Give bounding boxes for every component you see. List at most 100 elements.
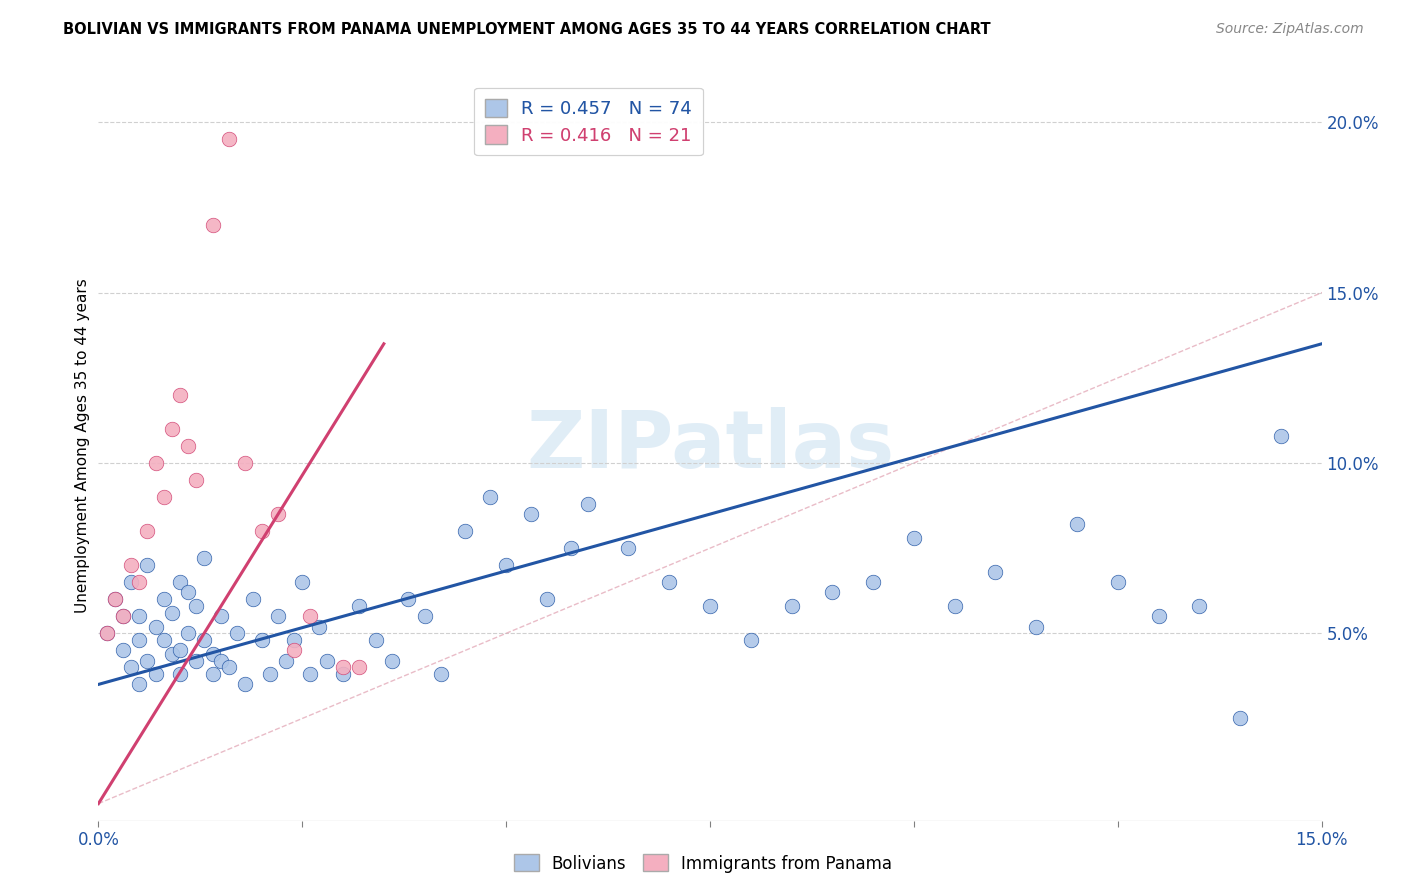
Point bbox=[780, 599, 803, 613]
Point bbox=[226, 626, 249, 640]
Point bbox=[315, 654, 337, 668]
Point bbox=[740, 633, 762, 648]
Point bbox=[111, 609, 134, 624]
Point bbox=[349, 599, 371, 613]
Point bbox=[658, 575, 681, 590]
Point bbox=[1066, 517, 1088, 532]
Point bbox=[209, 609, 232, 624]
Point bbox=[160, 647, 183, 661]
Point bbox=[145, 619, 167, 633]
Point bbox=[193, 551, 215, 566]
Point bbox=[283, 633, 305, 648]
Point bbox=[308, 619, 330, 633]
Point bbox=[136, 524, 159, 538]
Point bbox=[242, 592, 264, 607]
Point bbox=[128, 609, 150, 624]
Point bbox=[250, 633, 273, 648]
Point bbox=[1188, 599, 1211, 613]
Point bbox=[478, 490, 501, 504]
Point bbox=[332, 660, 354, 674]
Point bbox=[177, 585, 200, 599]
Point bbox=[104, 592, 127, 607]
Point bbox=[364, 633, 387, 648]
Point bbox=[96, 626, 118, 640]
Point bbox=[274, 654, 297, 668]
Point bbox=[454, 524, 477, 538]
Y-axis label: Unemployment Among Ages 35 to 44 years: Unemployment Among Ages 35 to 44 years bbox=[75, 278, 90, 614]
Point bbox=[332, 667, 354, 681]
Text: Source: ZipAtlas.com: Source: ZipAtlas.com bbox=[1216, 22, 1364, 37]
Point bbox=[1107, 575, 1129, 590]
Point bbox=[1270, 429, 1292, 443]
Point bbox=[169, 388, 191, 402]
Point bbox=[169, 643, 191, 657]
Point bbox=[201, 218, 224, 232]
Point bbox=[104, 592, 127, 607]
Point bbox=[111, 609, 134, 624]
Point bbox=[536, 592, 558, 607]
Point bbox=[233, 456, 256, 470]
Point bbox=[193, 633, 215, 648]
Point bbox=[430, 667, 453, 681]
Point bbox=[299, 667, 322, 681]
Point bbox=[903, 531, 925, 545]
Point bbox=[821, 585, 844, 599]
Point bbox=[576, 497, 599, 511]
Text: BOLIVIAN VS IMMIGRANTS FROM PANAMA UNEMPLOYMENT AMONG AGES 35 TO 44 YEARS CORREL: BOLIVIAN VS IMMIGRANTS FROM PANAMA UNEMP… bbox=[63, 22, 991, 37]
Point bbox=[267, 609, 290, 624]
Point bbox=[984, 565, 1007, 579]
Point bbox=[267, 507, 290, 521]
Point bbox=[145, 456, 167, 470]
Point bbox=[152, 592, 174, 607]
Point bbox=[160, 606, 183, 620]
Point bbox=[349, 660, 371, 674]
Legend: R = 0.457   N = 74, R = 0.416   N = 21: R = 0.457 N = 74, R = 0.416 N = 21 bbox=[474, 88, 703, 155]
Text: ZIPatlas: ZIPatlas bbox=[526, 407, 894, 485]
Point bbox=[169, 575, 191, 590]
Point bbox=[519, 507, 541, 521]
Point bbox=[699, 599, 721, 613]
Point bbox=[152, 490, 174, 504]
Point bbox=[1229, 711, 1251, 725]
Point bbox=[1147, 609, 1170, 624]
Point bbox=[136, 654, 159, 668]
Point bbox=[160, 422, 183, 436]
Point bbox=[218, 132, 240, 146]
Point bbox=[120, 660, 142, 674]
Point bbox=[186, 473, 208, 487]
Point bbox=[209, 654, 232, 668]
Point bbox=[299, 609, 322, 624]
Point bbox=[560, 541, 582, 556]
Point bbox=[381, 654, 404, 668]
Point bbox=[145, 667, 167, 681]
Point bbox=[111, 643, 134, 657]
Point bbox=[177, 626, 200, 640]
Point bbox=[495, 558, 517, 573]
Point bbox=[201, 667, 224, 681]
Point bbox=[128, 575, 150, 590]
Point bbox=[283, 643, 305, 657]
Point bbox=[259, 667, 281, 681]
Point bbox=[862, 575, 884, 590]
Point bbox=[218, 660, 240, 674]
Point bbox=[136, 558, 159, 573]
Point bbox=[169, 667, 191, 681]
Point bbox=[233, 677, 256, 691]
Legend: Bolivians, Immigrants from Panama: Bolivians, Immigrants from Panama bbox=[506, 847, 900, 880]
Point bbox=[1025, 619, 1047, 633]
Point bbox=[291, 575, 314, 590]
Point bbox=[617, 541, 640, 556]
Point bbox=[201, 647, 224, 661]
Point bbox=[186, 654, 208, 668]
Point bbox=[96, 626, 118, 640]
Point bbox=[152, 633, 174, 648]
Point bbox=[413, 609, 436, 624]
Point bbox=[120, 575, 142, 590]
Point bbox=[128, 677, 150, 691]
Point bbox=[128, 633, 150, 648]
Point bbox=[943, 599, 966, 613]
Point bbox=[396, 592, 419, 607]
Point bbox=[250, 524, 273, 538]
Point bbox=[177, 439, 200, 453]
Point bbox=[120, 558, 142, 573]
